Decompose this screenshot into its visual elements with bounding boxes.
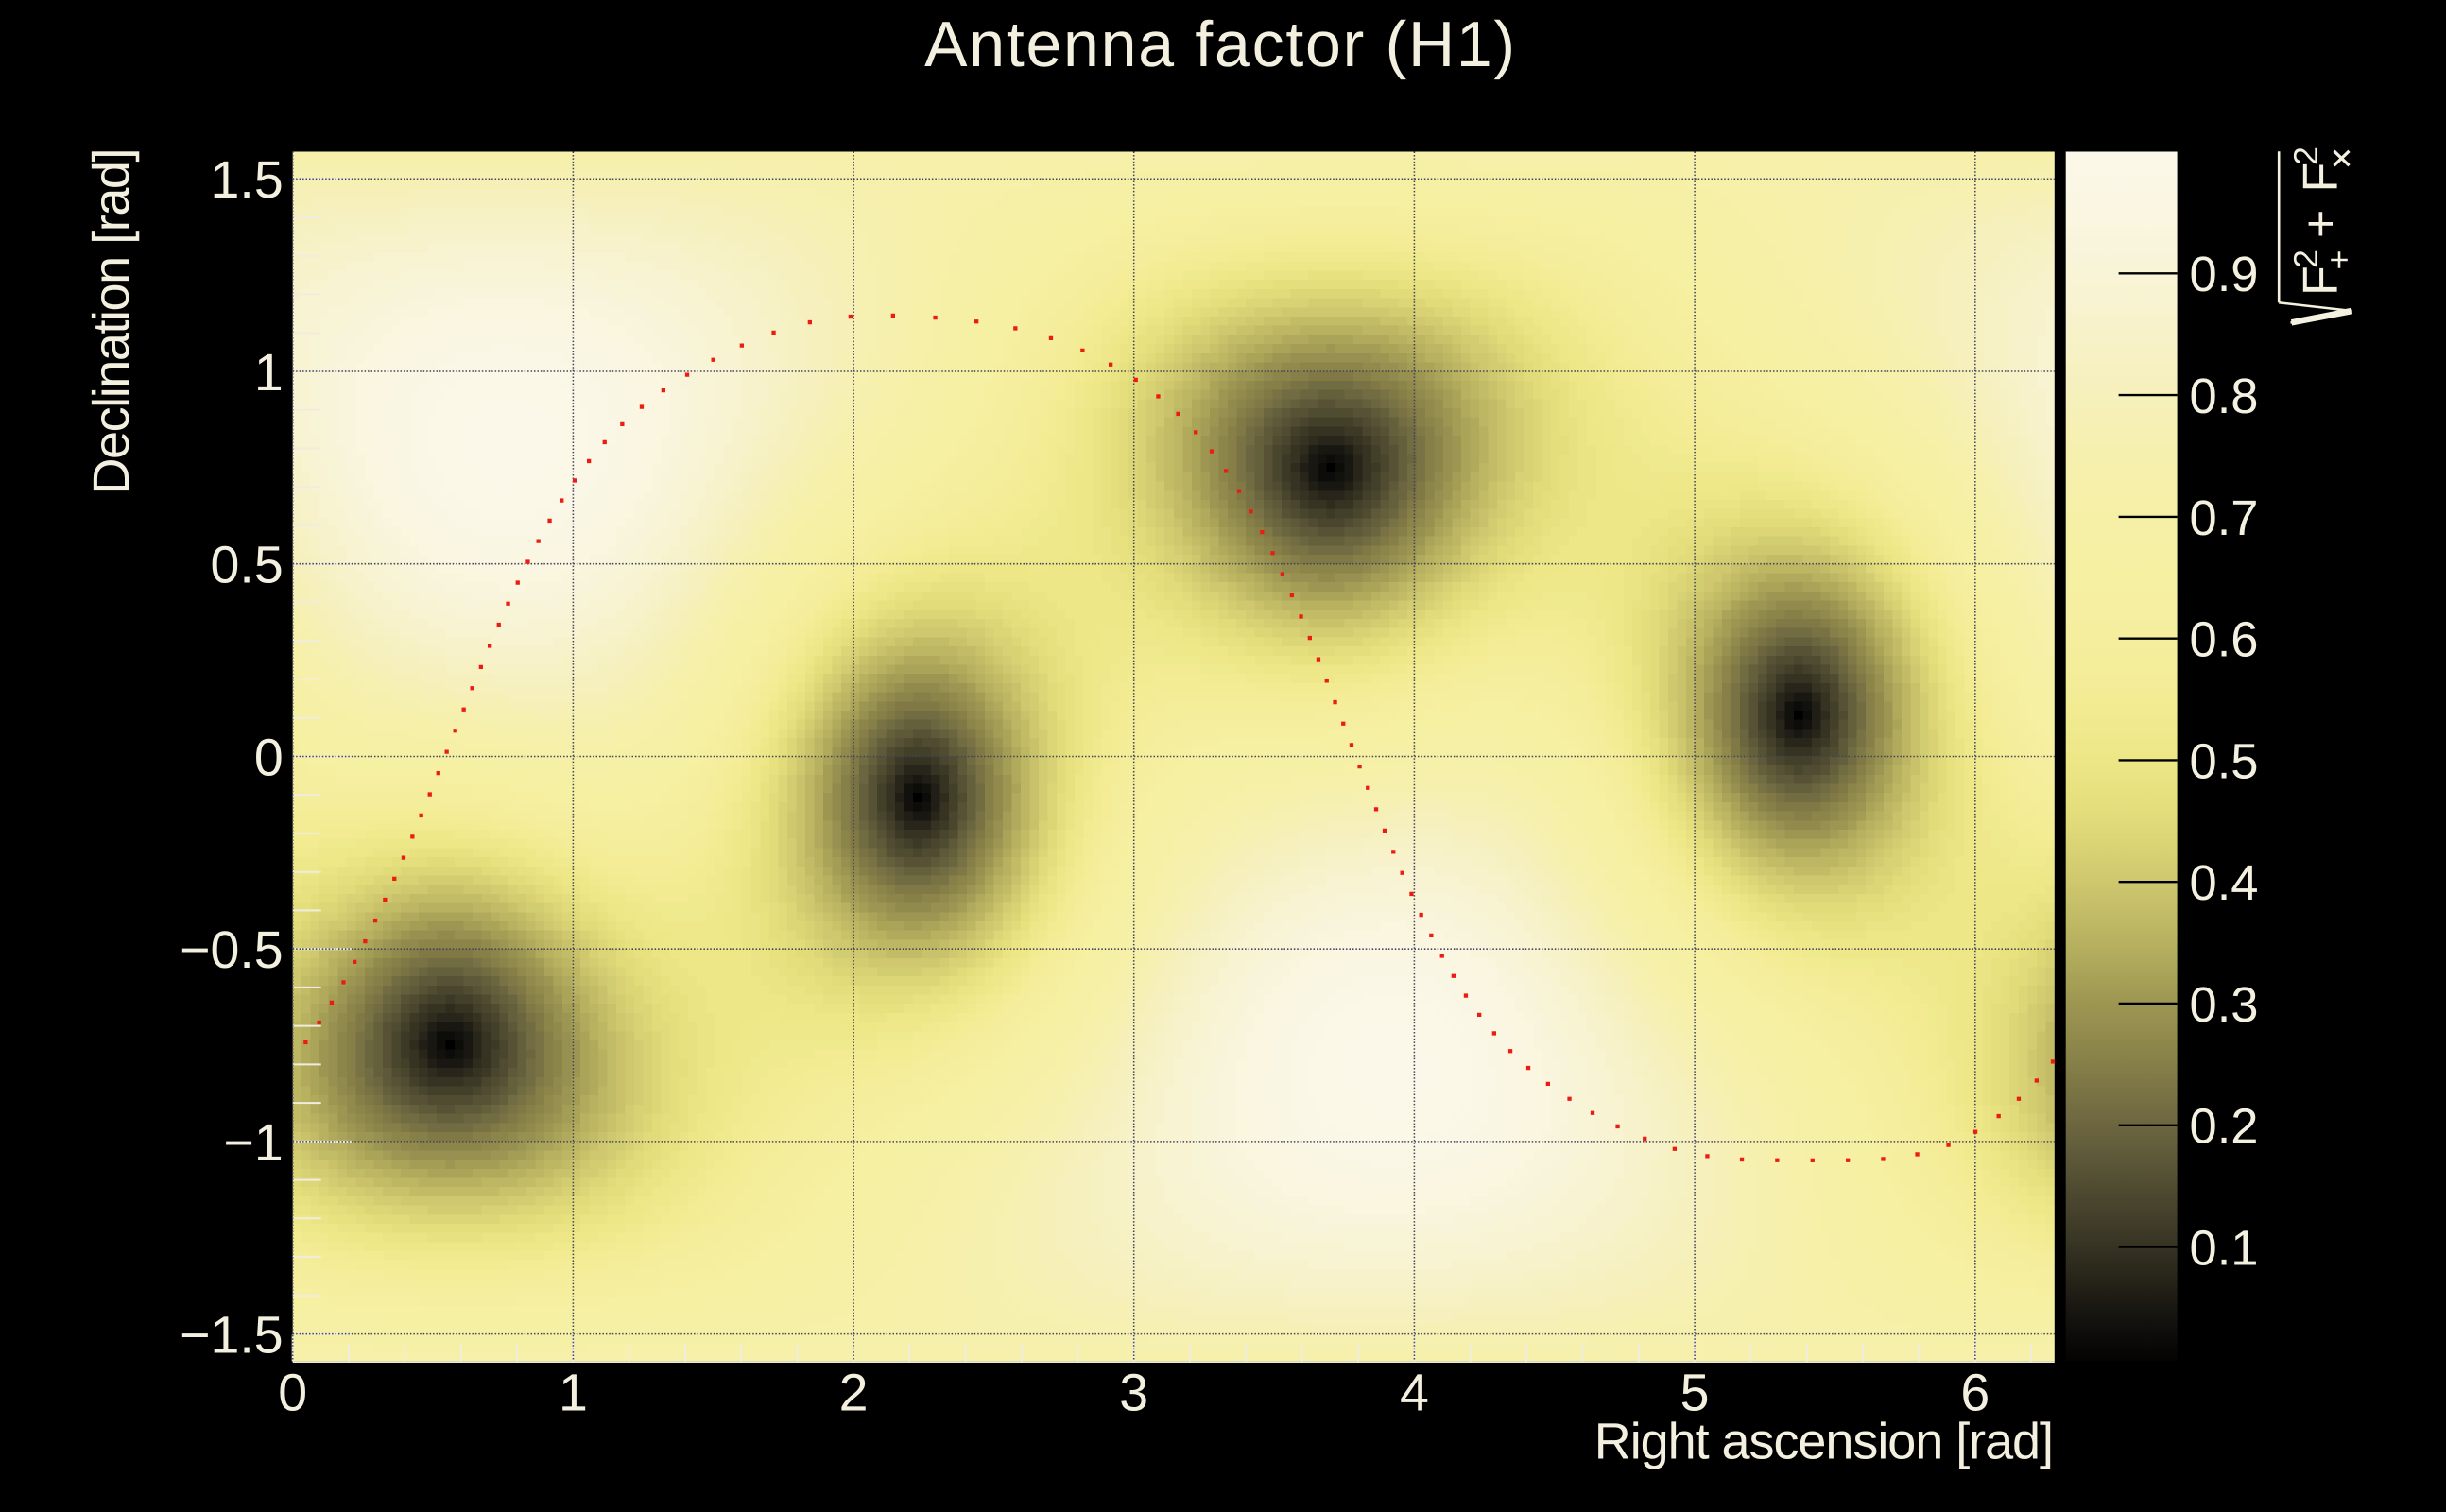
svg-text:1.5: 1.5	[211, 150, 284, 209]
svg-text:0.3: 0.3	[2190, 977, 2259, 1033]
svg-text:0: 0	[254, 728, 284, 786]
svg-text:−0.5: −0.5	[180, 920, 284, 979]
svg-text:0.5: 0.5	[2190, 733, 2259, 789]
svg-text:−1.5: −1.5	[180, 1306, 284, 1365]
svg-text:0.1: 0.1	[2190, 1221, 2259, 1277]
svg-text:Declination [rad]: Declination [rad]	[83, 149, 140, 495]
svg-text:0.7: 0.7	[2190, 490, 2259, 546]
svg-text:0.2: 0.2	[2190, 1099, 2259, 1155]
svg-text:0.6: 0.6	[2190, 612, 2259, 668]
svg-text:1: 1	[559, 1364, 588, 1422]
svg-text:0.8: 0.8	[2190, 369, 2259, 424]
svg-text:Antenna factor (H1): Antenna factor (H1)	[924, 9, 1517, 80]
svg-text:Right ascension [rad]: Right ascension [rad]	[1594, 1414, 2053, 1470]
svg-text:−1: −1	[223, 1113, 283, 1172]
svg-text:2: 2	[839, 1364, 869, 1422]
svg-text:4: 4	[1400, 1364, 1429, 1422]
svg-text:0.9: 0.9	[2190, 247, 2259, 302]
svg-text:0: 0	[278, 1364, 307, 1422]
svg-text:1: 1	[254, 343, 284, 402]
svg-text:0.4: 0.4	[2190, 855, 2259, 911]
svg-text:0.5: 0.5	[211, 536, 284, 594]
svg-text:5: 5	[1680, 1364, 1710, 1422]
svg-text:3: 3	[1119, 1364, 1148, 1422]
svg-text:6: 6	[1960, 1364, 1990, 1422]
